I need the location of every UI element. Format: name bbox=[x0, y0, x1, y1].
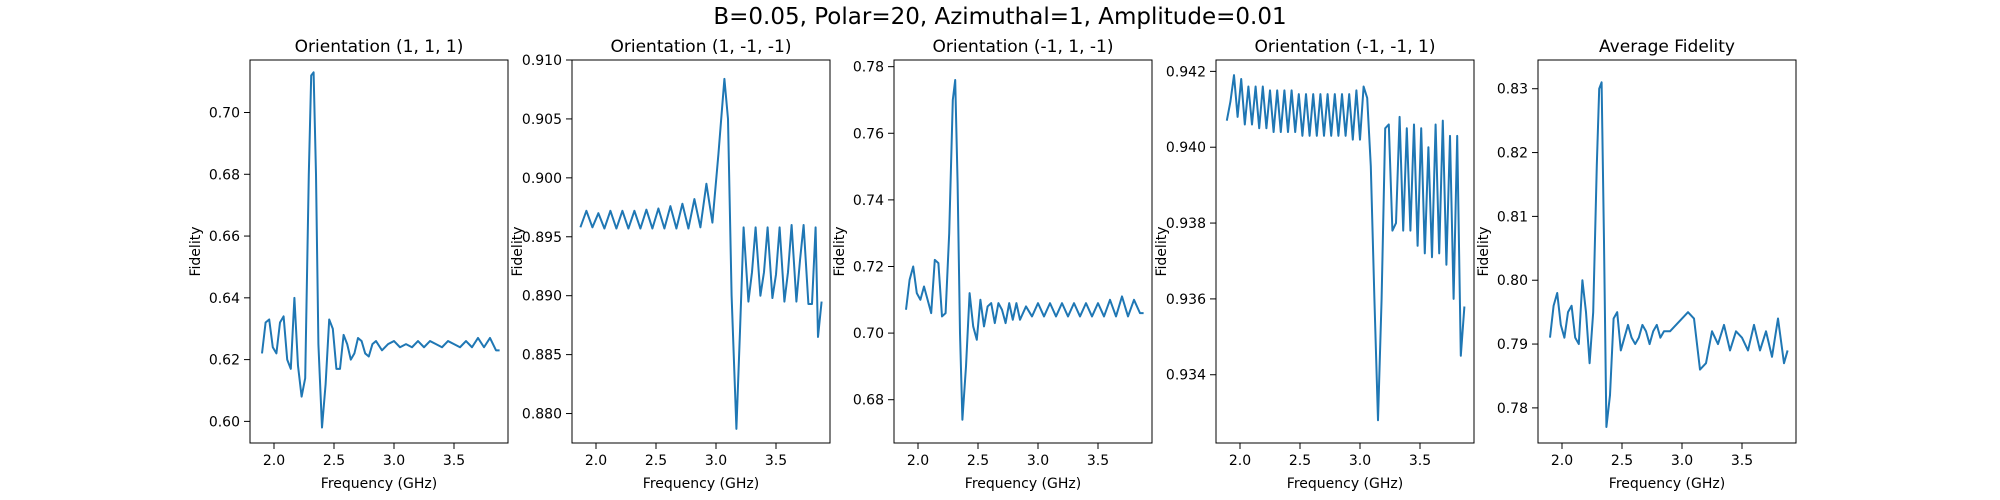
series-line-4 bbox=[1225, 74, 1466, 422]
panel-title: Average Fidelity bbox=[1599, 37, 1735, 57]
y-tick-label: 0.66 bbox=[209, 229, 240, 245]
series-line-2 bbox=[579, 77, 823, 430]
y-tick-label: 0.81 bbox=[1497, 209, 1528, 225]
x-tick-label: 2.0 bbox=[907, 453, 929, 469]
y-tick-label: 0.905 bbox=[522, 112, 562, 128]
y-tick-label: 0.880 bbox=[522, 407, 562, 423]
x-tick-label: 3.5 bbox=[1409, 453, 1431, 469]
y-tick-label: 0.78 bbox=[853, 60, 884, 76]
y-tick-label: 0.80 bbox=[1497, 273, 1528, 289]
y-tick-label: 0.895 bbox=[522, 230, 562, 246]
x-tick-label: 2.0 bbox=[263, 453, 285, 469]
x-tick-label: 2.0 bbox=[585, 453, 607, 469]
y-tick-label: 0.70 bbox=[209, 106, 240, 122]
axes-frame bbox=[893, 59, 1153, 444]
y-tick-label: 0.900 bbox=[522, 171, 562, 187]
series-line-5 bbox=[1549, 81, 1789, 429]
axes-frame bbox=[1537, 59, 1797, 444]
figure-suptitle: B=0.05, Polar=20, Azimuthal=1, Amplitude… bbox=[713, 4, 1287, 30]
x-tick-label: 3.5 bbox=[1731, 453, 1753, 469]
panel-title: Orientation (1, -1, -1) bbox=[611, 37, 792, 57]
y-tick-label: 0.890 bbox=[522, 289, 562, 305]
panel-title: Orientation (1, 1, 1) bbox=[295, 37, 464, 57]
subplot-2: 2.0 2.5 3.0 3.5 0.880 0.885 0.890 0.895 0.900 0.9… bbox=[510, 37, 831, 492]
y-tick-label: 0.79 bbox=[1497, 337, 1528, 353]
y-axis-label: Fidelity bbox=[188, 227, 204, 277]
axes-frame bbox=[571, 59, 831, 444]
y-tick-label: 0.74 bbox=[853, 193, 884, 209]
y-tick-label: 0.70 bbox=[853, 326, 884, 342]
y-tick-label: 0.942 bbox=[1166, 64, 1206, 80]
series-line-3 bbox=[905, 78, 1144, 421]
y-tick-label: 0.910 bbox=[522, 53, 562, 69]
y-tick-label: 0.60 bbox=[209, 414, 240, 430]
axes-frame bbox=[1215, 59, 1475, 444]
x-tick-label: 3.0 bbox=[1027, 453, 1049, 469]
x-tick-label: 3.5 bbox=[765, 453, 787, 469]
x-tick-label: 2.5 bbox=[323, 453, 345, 469]
x-tick-label: 2.5 bbox=[967, 453, 989, 469]
axes-frame bbox=[249, 59, 509, 444]
x-axis-label: Frequency (GHz) bbox=[1287, 476, 1403, 492]
subplot-4: 2.0 2.5 3.0 3.5 0.934 0.936 0.938 0.940 0.942 Ori… bbox=[1154, 37, 1475, 492]
x-tick-label: 2.0 bbox=[1551, 453, 1573, 469]
x-axis-label: Frequency (GHz) bbox=[643, 476, 759, 492]
y-tick-label: 0.83 bbox=[1497, 82, 1528, 98]
y-axis-label: Fidelity bbox=[510, 227, 526, 277]
x-tick-label: 3.0 bbox=[383, 453, 405, 469]
x-axis-label: Frequency (GHz) bbox=[965, 476, 1081, 492]
x-tick-label: 2.5 bbox=[1289, 453, 1311, 469]
subplot-3: 2.0 2.5 3.0 3.5 0.68 0.70 0.72 0.74 0.76 0.78 Orie… bbox=[832, 37, 1153, 492]
y-tick-label: 0.936 bbox=[1166, 292, 1206, 308]
y-axis-label: Fidelity bbox=[1154, 227, 1170, 277]
x-tick-label: 2.5 bbox=[645, 453, 667, 469]
x-tick-label: 3.5 bbox=[1087, 453, 1109, 469]
y-tick-label: 0.934 bbox=[1166, 368, 1206, 384]
x-tick-label: 3.0 bbox=[705, 453, 727, 469]
x-tick-label: 2.5 bbox=[1611, 453, 1633, 469]
y-tick-label: 0.938 bbox=[1166, 216, 1206, 232]
y-tick-label: 0.76 bbox=[853, 126, 884, 142]
subplot-5: 2.0 2.5 3.0 3.5 0.78 0.79 0.80 0.81 0.82 0.83 Aver… bbox=[1476, 37, 1797, 492]
y-tick-label: 0.64 bbox=[209, 291, 240, 307]
y-tick-label: 0.62 bbox=[209, 353, 240, 369]
x-axis-label: Frequency (GHz) bbox=[321, 476, 437, 492]
y-tick-label: 0.885 bbox=[522, 348, 562, 364]
x-tick-label: 3.0 bbox=[1671, 453, 1693, 469]
y-tick-label: 0.82 bbox=[1497, 146, 1528, 162]
y-tick-label: 0.68 bbox=[209, 167, 240, 183]
subplot-1: 2.0 2.5 3.0 3.5 0.60 0.62 0.64 0.66 0.68 0.70 Orie… bbox=[188, 37, 509, 492]
panel-title: Orientation (-1, -1, 1) bbox=[1255, 37, 1436, 57]
y-tick-label: 0.72 bbox=[853, 259, 884, 275]
x-tick-label: 3.0 bbox=[1349, 453, 1371, 469]
y-tick-label: 0.68 bbox=[853, 393, 884, 409]
y-tick-label: 0.78 bbox=[1497, 401, 1528, 417]
x-tick-label: 2.0 bbox=[1229, 453, 1251, 469]
series-line-1 bbox=[261, 71, 500, 429]
y-axis-label: Fidelity bbox=[1476, 227, 1492, 277]
x-tick-label: 3.5 bbox=[443, 453, 465, 469]
panel-title: Orientation (-1, 1, -1) bbox=[933, 37, 1114, 57]
y-tick-label: 0.940 bbox=[1166, 140, 1206, 156]
x-axis-label: Frequency (GHz) bbox=[1609, 476, 1725, 492]
y-axis-label: Fidelity bbox=[832, 227, 848, 277]
